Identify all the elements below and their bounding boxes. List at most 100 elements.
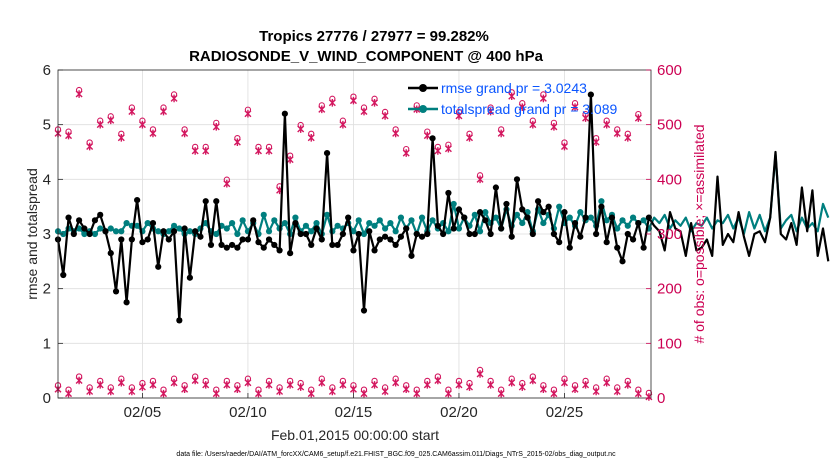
series-point-rmse <box>629 236 637 243</box>
series-point-rmse <box>308 241 315 249</box>
obs-assimilated-marker <box>212 389 220 398</box>
series-point-rmse <box>271 241 278 249</box>
obs-assimilated-marker <box>497 389 505 398</box>
series-point-rmse <box>561 209 568 216</box>
obs-assimilated-marker <box>455 381 463 389</box>
series-point-rmse <box>181 225 188 232</box>
obs-assimilated-marker <box>381 387 389 396</box>
obs-count-point <box>265 143 273 155</box>
obs-assimilated-marker <box>434 147 442 155</box>
obs-assimilated-marker <box>518 103 526 111</box>
series-point-rmse <box>155 263 162 270</box>
obs-assimilated-marker <box>423 131 431 140</box>
series-point-totalspread <box>360 230 368 238</box>
series-point-rmse <box>498 225 505 232</box>
series-point-totalspread <box>492 214 499 221</box>
obs-count-point <box>160 104 168 116</box>
series-point-rmse <box>566 244 573 251</box>
obs-assimilated-marker <box>349 385 357 394</box>
series-point-rmse <box>534 198 542 205</box>
obs-assimilated-marker <box>592 387 600 396</box>
obs-count-point <box>529 117 537 129</box>
obs-assimilated-marker <box>487 107 495 116</box>
obs-assimilated-marker <box>381 112 389 120</box>
series-point-rmse <box>260 244 267 251</box>
series-point-rmse <box>107 250 114 257</box>
obs-count-point <box>423 128 431 140</box>
obs-assimilated-marker <box>276 387 284 396</box>
chart-subtitle: RADIOSONDE_V_WIND_COMPONENT @ 400 hPa <box>189 48 544 65</box>
series-point-totalspread <box>170 222 178 229</box>
obs-assimilated-marker <box>202 147 210 155</box>
x-tick-label-02/25: 02/25 <box>546 404 584 421</box>
series-point-rmse <box>645 214 652 221</box>
obs-count-point <box>191 143 199 155</box>
obs-assimilated-marker <box>96 381 104 389</box>
obs-assimilated-marker <box>592 138 600 146</box>
obs-count-point <box>497 386 505 398</box>
obs-assimilated-marker <box>582 114 590 122</box>
obs-assimilated-marker <box>65 389 73 398</box>
series-point-rmse <box>149 219 157 227</box>
obs-count-point <box>455 377 463 389</box>
series-point-rmse <box>281 110 288 117</box>
obs-count-point <box>65 128 73 140</box>
series-point-totalspread <box>371 222 378 229</box>
series-point-totalspread <box>445 228 452 235</box>
obs-count-point <box>212 386 220 398</box>
series-point-rmse <box>234 244 241 251</box>
obs-assimilated-marker <box>613 387 621 396</box>
series-point-totalspread <box>476 228 484 235</box>
series-point-totalspread <box>302 222 310 229</box>
obs-assimilated-marker <box>128 107 136 116</box>
obs-count-point <box>75 86 83 98</box>
series-point-rmse <box>461 214 468 221</box>
series-point-totalspread <box>176 225 183 232</box>
obs-count-point <box>349 93 357 105</box>
series-point-rmse <box>424 230 431 238</box>
obs-count-point <box>223 377 231 389</box>
obs-count-point <box>96 377 104 389</box>
x-tick-label-02/10: 02/10 <box>229 404 267 421</box>
obs-count-point <box>613 384 621 396</box>
plot-area <box>54 69 830 401</box>
series-point-totalspread <box>629 214 637 221</box>
series-point-rmse <box>91 217 99 224</box>
series-point-totalspread <box>134 222 141 229</box>
obs-count-point <box>550 386 558 398</box>
series-point-totalspread <box>265 228 273 235</box>
obs-assimilated-marker <box>286 155 294 164</box>
obs-assimilated-marker <box>371 99 379 107</box>
series-point-rmse <box>65 214 72 221</box>
obs-assimilated-marker <box>413 389 421 398</box>
obs-count-point <box>402 382 410 394</box>
series-point-rmse <box>640 244 647 251</box>
obs-count-point <box>65 386 73 398</box>
obs-assimilated-marker <box>107 116 115 125</box>
obs-assimilated-marker <box>402 149 410 157</box>
obs-assimilated-marker <box>149 381 157 389</box>
obs-count-point <box>487 104 495 116</box>
obs-assimilated-marker <box>286 381 294 389</box>
obs-assimilated-marker <box>560 378 568 387</box>
series-point-rmse <box>598 203 605 210</box>
obs-assimilated-marker <box>392 129 400 138</box>
obs-assimilated-marker <box>307 133 315 142</box>
series-point-rmse <box>545 203 552 210</box>
obs-assimilated-marker <box>466 383 474 391</box>
obs-assimilated-marker <box>170 94 178 103</box>
obs-assimilated-marker <box>128 387 136 396</box>
obs-assimilated-marker <box>603 120 611 129</box>
series-point-rmse <box>608 214 616 221</box>
obs-assimilated-marker <box>297 125 305 133</box>
obs-count-point <box>634 110 642 122</box>
footer-note: data file: /Users/raeder/DAI/ATM_forcXX/… <box>176 451 616 458</box>
y-tick-label-4: 4 <box>43 171 51 188</box>
series-point-rmse <box>123 299 130 306</box>
obs-count-point <box>508 89 516 101</box>
series-point-rmse <box>207 241 215 249</box>
series-point-totalspread <box>392 228 399 235</box>
series-point-rmse <box>218 241 225 249</box>
series-point-rmse <box>350 247 357 254</box>
